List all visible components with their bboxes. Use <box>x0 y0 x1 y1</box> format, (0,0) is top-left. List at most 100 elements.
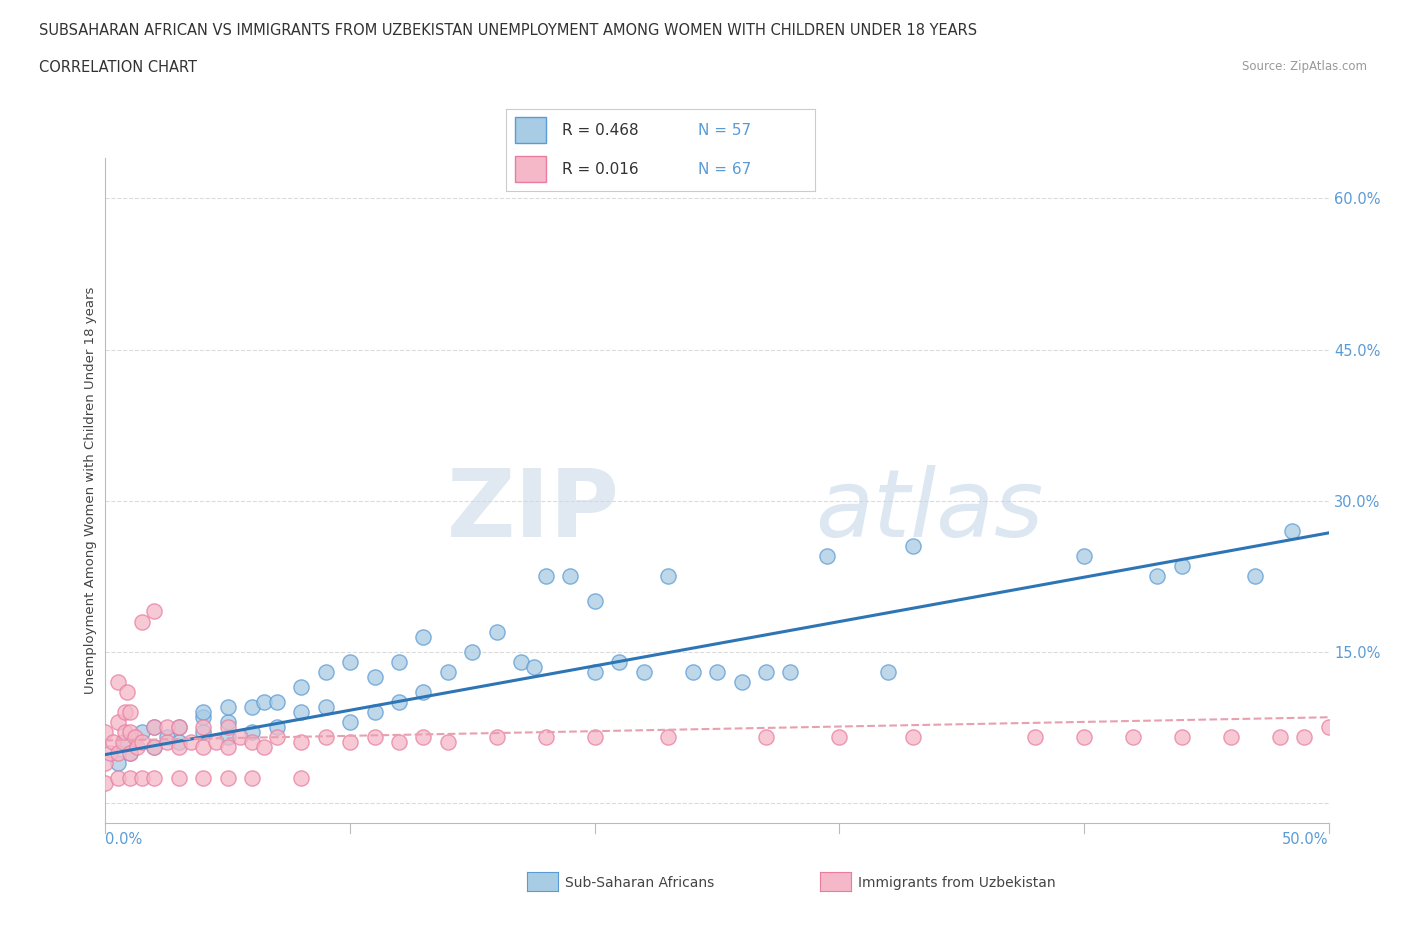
Text: R = 0.016: R = 0.016 <box>562 162 638 177</box>
Point <box>114 725 136 740</box>
Point <box>155 720 177 735</box>
Point <box>107 755 129 770</box>
Point <box>229 730 252 745</box>
Text: SUBSAHARAN AFRICAN VS IMMIGRANTS FROM UZBEKISTAN UNEMPLOYMENT AMONG WOMEN WITH C: SUBSAHARAN AFRICAN VS IMMIGRANTS FROM UZ… <box>39 23 977 38</box>
Point <box>180 735 202 750</box>
Point <box>143 720 166 735</box>
Point <box>193 710 215 724</box>
Point <box>167 720 190 735</box>
Text: 0.0%: 0.0% <box>105 832 142 847</box>
Point <box>266 695 288 710</box>
Point <box>1024 730 1046 745</box>
Text: Source: ZipAtlas.com: Source: ZipAtlas.com <box>1241 60 1367 73</box>
Point <box>94 776 117 790</box>
Y-axis label: Unemployment Among Women with Children Under 18 years: Unemployment Among Women with Children U… <box>84 286 97 695</box>
Point <box>1244 569 1267 584</box>
Point <box>131 725 153 740</box>
Point <box>828 730 851 745</box>
Point <box>124 730 146 745</box>
Point <box>339 655 361 670</box>
Point <box>217 715 239 730</box>
Point <box>167 740 190 755</box>
Point <box>485 730 508 745</box>
Point <box>1073 549 1095 564</box>
Point <box>193 705 215 720</box>
Point <box>901 730 924 745</box>
Point <box>315 730 337 745</box>
Point <box>240 725 263 740</box>
Point <box>143 720 166 735</box>
Point <box>412 630 434 644</box>
Point <box>118 745 141 760</box>
Point <box>118 745 141 760</box>
Point <box>877 664 900 679</box>
Point <box>94 725 117 740</box>
Point <box>1294 730 1316 745</box>
Point <box>217 770 239 785</box>
Point <box>193 725 215 740</box>
Text: ZIP: ZIP <box>446 464 619 556</box>
Point <box>118 705 141 720</box>
Text: atlas: atlas <box>815 465 1043 556</box>
Point <box>240 699 263 714</box>
Point <box>388 695 411 710</box>
Point <box>412 684 434 699</box>
Text: N = 57: N = 57 <box>697 123 751 138</box>
Point <box>167 735 190 750</box>
Point <box>437 735 460 750</box>
Point <box>290 770 312 785</box>
Point <box>461 644 484 659</box>
Point <box>657 730 679 745</box>
Point <box>107 715 129 730</box>
Point <box>388 735 411 750</box>
Point <box>217 740 239 755</box>
Point <box>290 680 312 695</box>
Point <box>217 720 239 735</box>
Point <box>290 705 312 720</box>
Point <box>143 740 166 755</box>
Bar <box>516 156 547 182</box>
Point <box>315 664 337 679</box>
Point <box>1146 569 1168 584</box>
Point <box>633 664 655 679</box>
Point <box>94 755 117 770</box>
Point <box>155 735 177 750</box>
Point <box>143 770 166 785</box>
Point <box>266 730 288 745</box>
Point <box>1171 730 1194 745</box>
Point <box>1281 524 1303 538</box>
Point <box>485 624 508 639</box>
Point <box>706 664 728 679</box>
Point <box>583 730 606 745</box>
Bar <box>516 117 547 143</box>
Point <box>607 655 630 670</box>
Point <box>253 740 276 755</box>
Point <box>682 664 704 679</box>
Point <box>127 740 149 755</box>
Point <box>240 735 263 750</box>
Point <box>1317 720 1340 735</box>
Point <box>107 674 129 689</box>
Point <box>583 594 606 609</box>
Point <box>193 740 215 755</box>
Point <box>131 770 153 785</box>
Point <box>118 770 141 785</box>
Point <box>167 770 190 785</box>
Point <box>143 604 166 619</box>
Point <box>339 715 361 730</box>
Point <box>534 569 557 584</box>
Text: N = 67: N = 67 <box>697 162 751 177</box>
Point <box>815 549 838 564</box>
Point <box>534 730 557 745</box>
Point <box>217 730 239 745</box>
Point <box>437 664 460 679</box>
Point <box>339 735 361 750</box>
Point <box>167 720 190 735</box>
Point <box>901 538 924 553</box>
Point <box>101 735 124 750</box>
Point <box>755 730 778 745</box>
Point <box>118 725 141 740</box>
Point <box>657 569 679 584</box>
Point <box>107 770 129 785</box>
Point <box>1122 730 1144 745</box>
